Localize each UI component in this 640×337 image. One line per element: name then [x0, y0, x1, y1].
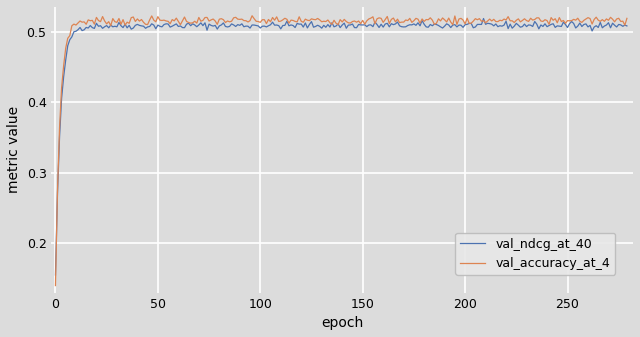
val_accuracy_at_4	[623, 16, 631, 20]
Legend: val_ndcg_at_40, val_accuracy_at_4: val_ndcg_at_40, val_accuracy_at_4	[456, 233, 615, 275]
val_ndcg_at_40	[378, 22, 385, 26]
val_accuracy_at_4	[529, 18, 536, 22]
val_ndcg_at_40	[140, 24, 147, 28]
val_accuracy_at_4	[525, 20, 532, 24]
val_accuracy_at_4	[140, 20, 147, 24]
val_ndcg_at_40	[326, 25, 333, 29]
val_ndcg_at_40	[52, 273, 60, 277]
Y-axis label: metric value: metric value	[7, 106, 21, 193]
Line: val_accuracy_at_4: val_accuracy_at_4	[56, 16, 627, 285]
val_accuracy_at_4	[248, 14, 256, 18]
val_ndcg_at_40	[623, 24, 631, 28]
val_accuracy_at_4	[380, 20, 387, 24]
X-axis label: epoch: epoch	[321, 316, 364, 330]
Line: val_ndcg_at_40: val_ndcg_at_40	[56, 19, 627, 275]
val_accuracy_at_4	[406, 17, 413, 21]
val_accuracy_at_4	[328, 22, 336, 26]
val_ndcg_at_40	[529, 24, 536, 28]
val_ndcg_at_40	[404, 24, 412, 28]
val_ndcg_at_40	[525, 23, 532, 27]
val_ndcg_at_40	[480, 17, 488, 21]
val_accuracy_at_4	[52, 283, 60, 287]
